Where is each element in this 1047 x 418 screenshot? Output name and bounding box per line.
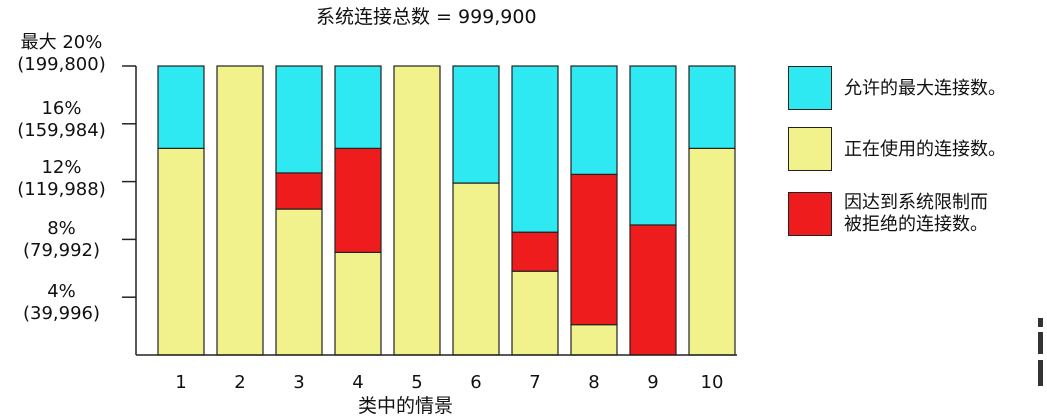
y-tick-count: (79,992): [22, 240, 101, 261]
x-tick-label: 6: [470, 372, 481, 393]
y-tick-count: (119,988): [17, 179, 106, 200]
y-tick-label-12: 12% (119,988): [4, 157, 119, 201]
bar-segment-8-s2: [570, 65, 618, 175]
y-tick-percent: 16%: [41, 98, 82, 119]
x-tick-label: 10: [701, 372, 724, 393]
legend-label-allowed: 允许的最大连接数。: [844, 78, 1006, 99]
x-tick-label: 2: [234, 372, 245, 393]
bar-segment-4-s0: [334, 251, 382, 356]
legend-item-in-use: 正在使用的连接数。: [788, 127, 1006, 171]
figure-id-mark: [1038, 318, 1043, 386]
bar-segment-3-s2: [275, 65, 323, 174]
y-tick-label-4: 4% (39,996): [4, 281, 119, 325]
bar-segment-10-s0: [688, 147, 736, 356]
x-tick-label: 8: [588, 372, 599, 393]
bar-segment-6-s0: [452, 182, 500, 356]
bar-segment-4-s1: [334, 147, 382, 254]
bar-segment-1-s2: [157, 65, 205, 149]
bar-segment-7-s0: [511, 270, 559, 356]
bar-segment-9-s2: [629, 65, 677, 226]
bar-segment-6-s2: [452, 65, 500, 184]
plot-area: [157, 65, 736, 356]
bar-segment-2-s0: [216, 65, 264, 356]
y-tick-label-16: 16% (159,984): [4, 98, 119, 142]
bar-segment-8-s0: [570, 324, 618, 356]
bar-segment-9-s1: [629, 224, 677, 356]
bar-segment-5-s0: [393, 65, 441, 356]
y-tick-count: (39,996): [22, 303, 101, 324]
y-tick-label-20: 最大 20% (199,800): [4, 32, 119, 76]
legend-item-denied: 因达到系统限制而 被拒绝的连接数。: [788, 192, 988, 236]
y-tick-count: (199,800): [17, 54, 106, 75]
legend-label-in-use: 正在使用的连接数。: [844, 139, 1006, 160]
x-tick-label: 1: [175, 372, 186, 393]
bar-segment-7-s2: [511, 65, 559, 233]
legend-item-allowed: 允许的最大连接数。: [788, 66, 1006, 110]
legend-swatch-in-use: [788, 127, 832, 171]
y-tick-percent: 4%: [47, 281, 76, 302]
y-tick-label-8: 8% (79,992): [4, 218, 119, 262]
bar-segment-3-s1: [275, 172, 323, 210]
y-tick-percent: 8%: [47, 218, 76, 239]
y-tick-count: (159,984): [17, 120, 106, 141]
x-tick-label: 4: [352, 372, 363, 393]
legend-swatch-denied: [788, 192, 832, 236]
y-tick-percent: 12%: [41, 157, 82, 178]
bar-segment-8-s1: [570, 173, 618, 326]
bar-segment-10-s2: [688, 65, 736, 149]
x-tick-label: 3: [293, 372, 304, 393]
axes: 1 2 3 4 5 6 7 8 9 10: [122, 65, 737, 393]
legend-swatch-allowed: [788, 66, 832, 110]
x-tick-label: 9: [647, 372, 658, 393]
x-tick-label: 7: [529, 372, 540, 393]
legend-label-denied: 因达到系统限制而 被拒绝的连接数。: [844, 192, 988, 235]
bar-segment-4-s2: [334, 65, 382, 149]
bar-segment-1-s0: [157, 147, 205, 356]
x-tick-label: 5: [411, 372, 422, 393]
bar-segment-3-s0: [275, 208, 323, 356]
bar-segment-7-s1: [511, 231, 559, 272]
y-tick-percent: 最大 20%: [20, 32, 103, 53]
x-axis-label: 类中的情景: [358, 395, 454, 417]
chart-title: 系统连接总数 = 999,900: [316, 6, 537, 28]
